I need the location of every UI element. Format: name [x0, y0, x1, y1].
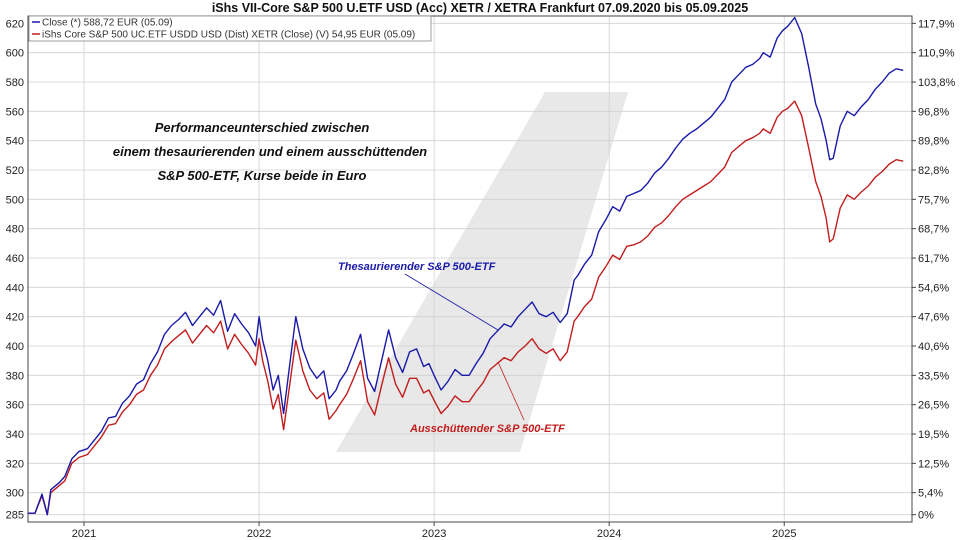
y-right-tick-label: 26,5%: [918, 400, 949, 412]
y-right-tick-label: 117,9%: [918, 18, 955, 30]
watermark-slash: [336, 92, 628, 452]
y-left-tick-label: 320: [6, 458, 24, 470]
annotation-line-1: Performanceunterschied zwischen: [155, 120, 370, 135]
y-left-tick-label: 400: [6, 341, 24, 353]
series-line-distributing: [28, 100, 904, 516]
pointer-distributing: [497, 361, 525, 421]
y-right-tick-label: 54,6%: [918, 282, 949, 294]
y-right-tick-label: 47,6%: [918, 312, 949, 324]
y-left-tick-label: 540: [6, 136, 24, 148]
y-left-tick-label: 360: [6, 400, 24, 412]
y-left-axis: 285 300 320 340 360 380 400 420 440 460 480 500 520 5…: [6, 18, 24, 521]
annotation-line-2: einem thesaurierenden und einem ausschüt…: [113, 144, 427, 159]
label-accumulating: Thesaurierender S&P 500-ETF: [338, 261, 496, 273]
y-left-tick-label: 500: [6, 194, 24, 206]
y-right-tick-label: 103,8%: [918, 77, 956, 89]
y-left-tick-label: 580: [6, 77, 24, 89]
y-right-tick-label: 75,7%: [918, 194, 949, 206]
y-right-tick-label: 61,7%: [918, 253, 949, 265]
y-left-tick-label: 440: [6, 282, 24, 294]
y-left-tick-label: 285: [6, 510, 24, 522]
y-right-tick-label: 89,8%: [918, 136, 949, 148]
y-right-tick-label: 0%: [918, 510, 934, 522]
y-right-tick-label: 19,5%: [918, 429, 949, 441]
y-right-tick-label: 5,4%: [918, 488, 943, 500]
y-left-tick-label: 340: [6, 429, 24, 441]
y-right-tick-label: 40,6%: [918, 341, 949, 353]
x-tick-label: 2021: [72, 528, 96, 540]
y-right-tick-label: 68,7%: [918, 224, 949, 236]
annotation-line-3: S&P 500-ETF, Kurse beide in Euro: [157, 168, 366, 183]
x-tick-label: 2025: [772, 528, 796, 540]
y-right-tick-label: 110,9%: [918, 48, 955, 60]
y-right-tick-label: 33,5%: [918, 370, 949, 382]
y-right-tick-label: 82,8%: [918, 165, 949, 177]
label-distributing: Ausschüttender S&P 500-ETF: [409, 423, 565, 435]
x-axis: 2021 2022 2023 2024 2025: [72, 522, 796, 540]
series-labels: Thesaurierender S&P 500-ETF Ausschüttend…: [338, 261, 565, 435]
y-left-tick-label: 520: [6, 165, 24, 177]
y-left-tick-label: 460: [6, 253, 24, 265]
plot-frame: [27, 15, 913, 523]
legend-entry-accumulating: Close (*) 588,72 EUR (05.09): [42, 18, 173, 29]
y-left-tick-label: 380: [6, 370, 24, 382]
annotation-main: Performanceunterschied zwischen einem th…: [113, 120, 427, 183]
plot-border: [27, 15, 913, 523]
grid: [28, 16, 912, 522]
chart-title: iShs VII-Core S&P 500 U.ETF USD (Acc) XE…: [212, 1, 748, 15]
legend-box: [28, 15, 432, 42]
series-line-accumulating: [28, 16, 904, 516]
x-tick-label: 2023: [422, 528, 446, 540]
pointer-accumulating: [404, 273, 499, 331]
y-left-tick-label: 420: [6, 312, 24, 324]
legend: Close (*) 588,72 EUR (05.09) iShs Core S…: [28, 15, 432, 42]
y-left-tick-label: 560: [6, 106, 24, 118]
legend-entry-distributing: iShs Core S&P 500 UC.ETF USDD USD (Dist)…: [42, 30, 415, 41]
y-right-axis: 0% 5,4% 12,5% 19,5% 26,5% 33,5% 40,6% 47,6% 54,6…: [912, 18, 956, 522]
x-tick-label: 2022: [247, 528, 271, 540]
series-layer: [28, 16, 904, 516]
y-left-tick-label: 300: [6, 488, 24, 500]
watermark: [336, 92, 628, 452]
y-right-tick-label: 12,5%: [918, 458, 949, 470]
y-right-tick-label: 96,8%: [918, 106, 949, 118]
y-left-tick-label: 600: [6, 48, 24, 60]
y-left-tick-label: 480: [6, 224, 24, 236]
y-left-tick-label: 620: [6, 18, 24, 30]
x-tick-label: 2024: [597, 528, 621, 540]
